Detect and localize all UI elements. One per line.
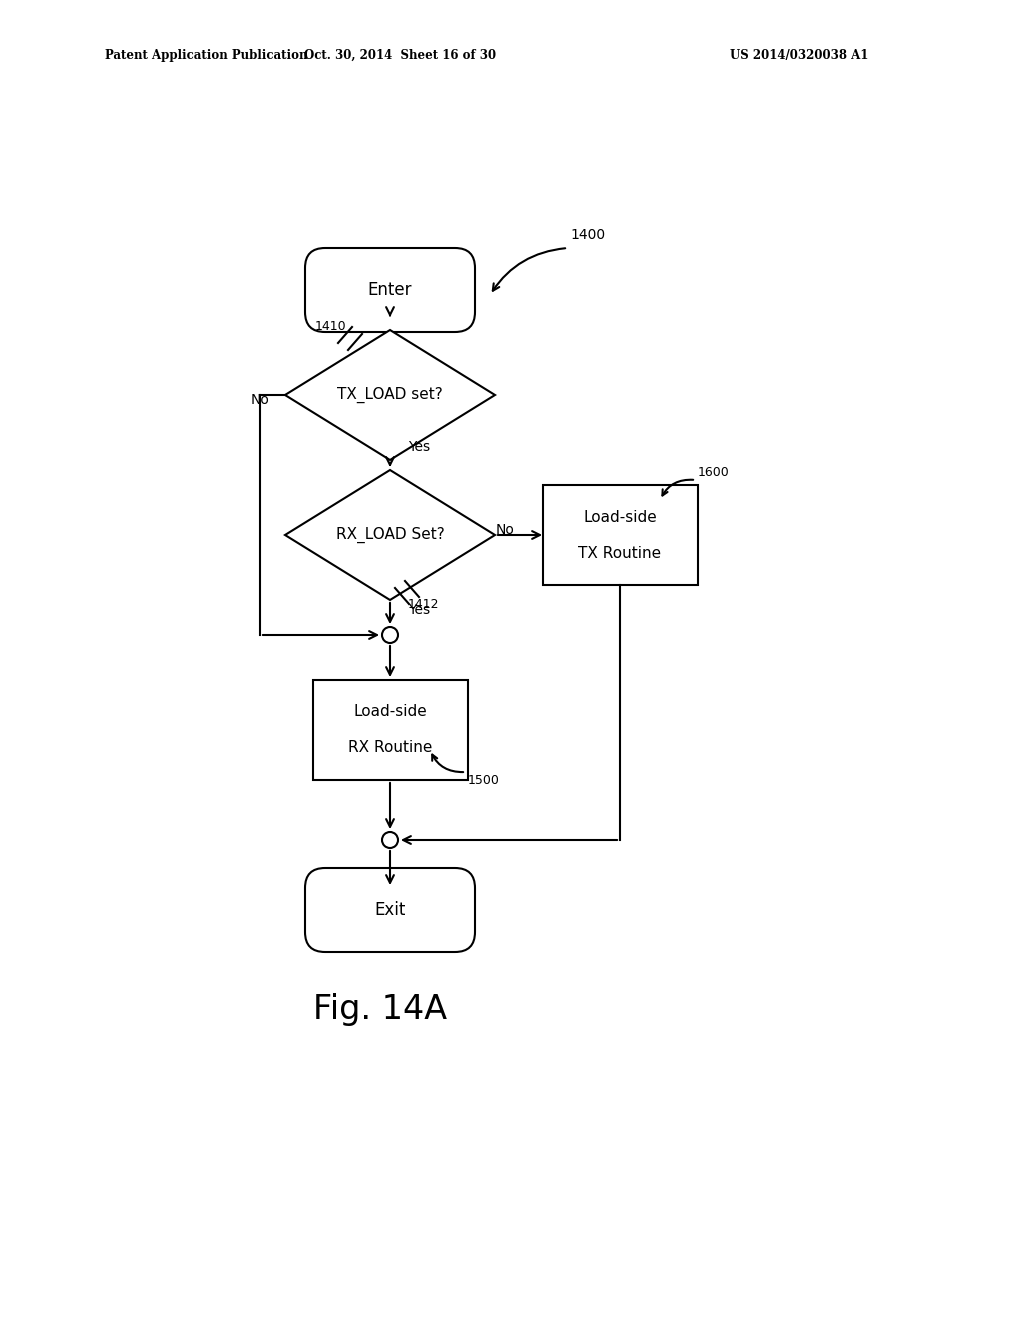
FancyArrowPatch shape [663, 479, 693, 495]
Text: Exit: Exit [375, 902, 406, 919]
Polygon shape [285, 470, 495, 601]
Text: Fig. 14A: Fig. 14A [313, 994, 447, 1027]
Text: Load-side: Load-side [353, 705, 427, 719]
Bar [543, 484, 697, 585]
Text: 1500: 1500 [468, 774, 500, 787]
Text: 1410: 1410 [315, 321, 347, 334]
Text: 1400: 1400 [570, 228, 605, 242]
FancyArrowPatch shape [432, 755, 463, 772]
Text: TX_LOAD set?: TX_LOAD set? [337, 387, 442, 403]
Text: Patent Application Publication: Patent Application Publication [105, 49, 307, 62]
Text: RX_LOAD Set?: RX_LOAD Set? [336, 527, 444, 543]
Text: 1412: 1412 [408, 598, 439, 611]
Text: TX Routine: TX Routine [579, 545, 662, 561]
FancyArrowPatch shape [493, 248, 565, 290]
Text: US 2014/0320038 A1: US 2014/0320038 A1 [730, 49, 868, 62]
Text: Load-side: Load-side [583, 510, 656, 524]
Bar [312, 680, 468, 780]
Text: Oct. 30, 2014  Sheet 16 of 30: Oct. 30, 2014 Sheet 16 of 30 [304, 49, 496, 62]
Text: RX Routine: RX Routine [348, 741, 432, 755]
FancyBboxPatch shape [305, 869, 475, 952]
Text: No: No [251, 393, 269, 407]
Text: 1600: 1600 [698, 466, 730, 479]
Text: Enter: Enter [368, 281, 413, 300]
Polygon shape [285, 330, 495, 459]
FancyBboxPatch shape [305, 248, 475, 333]
Text: Yes: Yes [408, 603, 430, 616]
Text: No: No [496, 523, 514, 537]
Text: Yes: Yes [408, 440, 430, 454]
